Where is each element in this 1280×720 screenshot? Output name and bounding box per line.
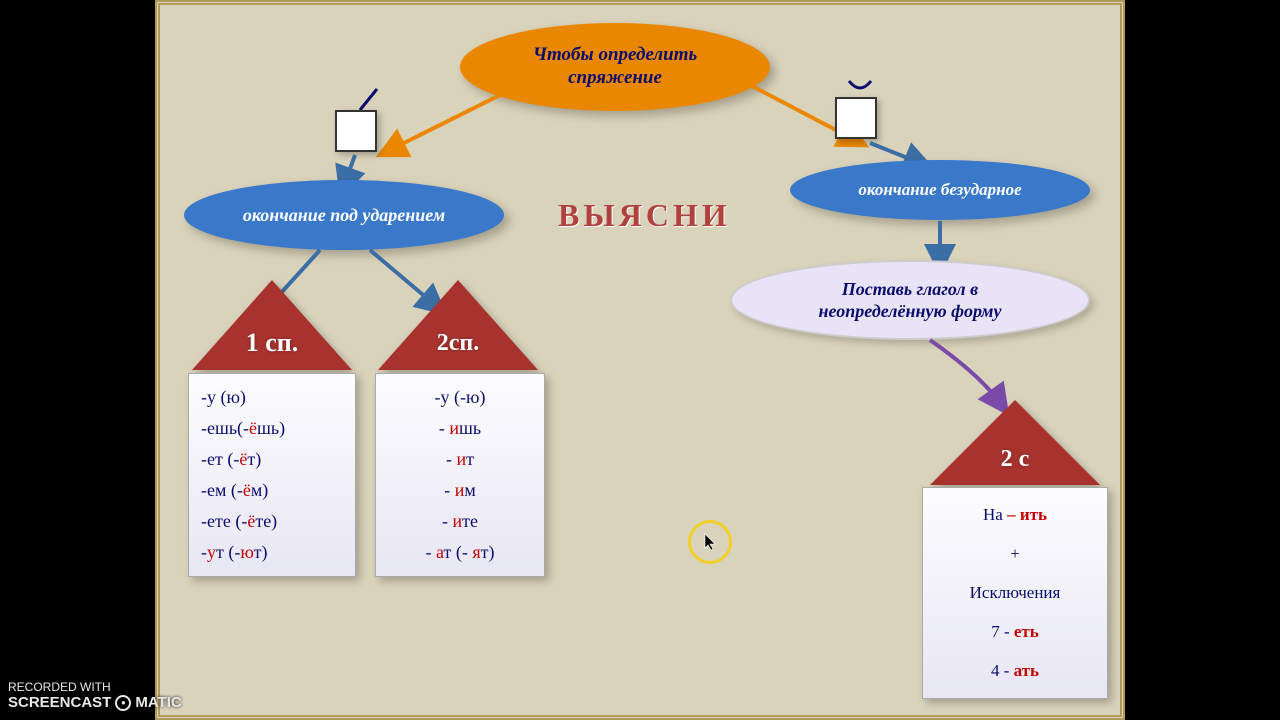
p3-l5a: 4 - (991, 661, 1014, 680)
ending-row: -ешь(-ёшь) (201, 413, 343, 444)
ending-row: -у (-ю) (388, 382, 532, 413)
ending-row: -ете (-ёте) (201, 506, 343, 537)
watermark-brand-a: SCREENCAST (8, 694, 111, 712)
house-1sp-label: 1 сп. (192, 328, 352, 358)
p3-exc: Исключения (935, 574, 1095, 613)
cursor-icon (704, 533, 718, 556)
watermark-brand-b: MATIC (135, 694, 181, 712)
ending-row: - ат (- ят) (388, 537, 532, 568)
top-line2: спряжение (533, 67, 697, 90)
watermark-top: RECORDED WITH (8, 680, 182, 694)
ellipse-unstressed-label: окончание безударное (858, 180, 1021, 200)
panel-2sp: -у (-ю)- ишь- ит- им- ите- ат (- ят) (375, 373, 545, 577)
p3-plus: + (935, 535, 1095, 574)
ellipse-infinitive: Поставь глагол в неопределённую форму (730, 260, 1090, 340)
ending-row: -у (ю) (201, 382, 343, 413)
square-left (335, 110, 377, 152)
p3-l4b: еть (1014, 622, 1039, 641)
house-2sp: 2сп. (378, 280, 538, 370)
house-2c-label: 2 с (930, 446, 1100, 473)
ending-row: -ем (-ём) (201, 475, 343, 506)
infinitive-line1: Поставь глагол в (819, 278, 1002, 301)
top-ellipse: Чтобы определить спряжение (460, 23, 770, 111)
ending-row: - им (388, 475, 532, 506)
ellipse-unstressed: окончание безударное (790, 160, 1090, 220)
ellipse-stressed-label: окончание под ударением (243, 205, 445, 226)
house-1sp: 1 сп. (192, 280, 352, 370)
watermark-ring-icon: ● (115, 695, 131, 711)
house-2sp-label: 2сп. (378, 330, 538, 357)
top-line1: Чтобы определить (533, 44, 697, 67)
ellipse-stressed: окончание под ударением (184, 180, 504, 250)
center-word: ВЫЯСНИ (558, 197, 731, 234)
panel-2c: На – ить + Исключения 7 - еть 4 - ать (922, 487, 1108, 699)
square-right (835, 97, 877, 139)
house-2c: 2 с (930, 400, 1100, 485)
p3-l1b: – ить (1007, 505, 1047, 524)
slide-stage: Чтобы определить спряжение (155, 0, 1125, 720)
p3-l1a: На (983, 505, 1007, 524)
ending-row: - ите (388, 506, 532, 537)
ending-row: -ут (-ют) (201, 537, 343, 568)
p3-l4a: 7 - (991, 622, 1014, 641)
watermark: RECORDED WITH SCREENCAST ● MATIC (8, 680, 182, 712)
watermark-brand: SCREENCAST ● MATIC (8, 694, 182, 712)
p3-l5b: ать (1014, 661, 1039, 680)
infinitive-line2: неопределённую форму (819, 300, 1002, 323)
ending-row: -ет (-ёт) (201, 444, 343, 475)
ending-row: - ишь (388, 413, 532, 444)
ending-row: - ит (388, 444, 532, 475)
panel-1sp: -у (ю)-ешь(-ёшь)-ет (-ёт)-ем (-ём)-ете (… (188, 373, 356, 577)
